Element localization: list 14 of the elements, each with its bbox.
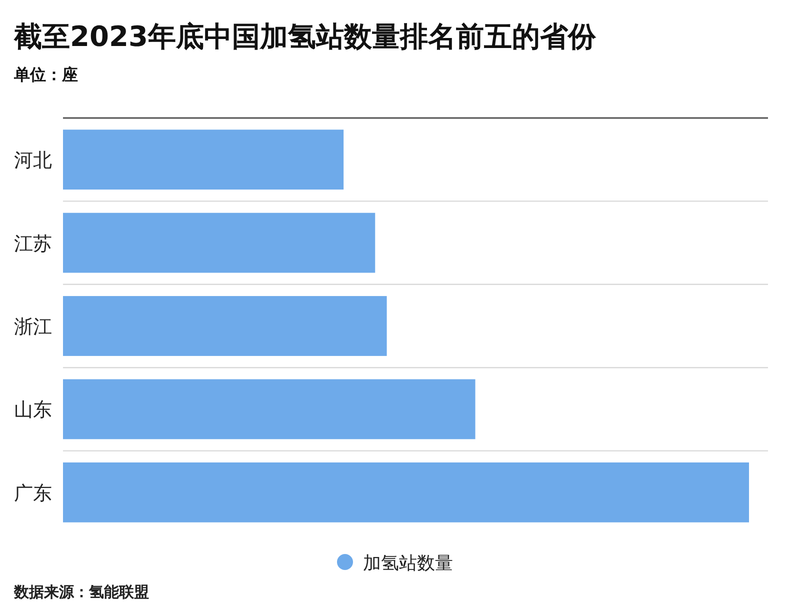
bar xyxy=(63,462,749,522)
bar xyxy=(63,130,344,190)
source-note: 数据来源：氢能联盟 xyxy=(13,583,149,601)
y-tick-label: 江苏 xyxy=(14,232,52,255)
chart-title: 截至2023年底中国加氢站数量排名前五的省份 xyxy=(13,20,597,53)
chart-subtitle: 单位：座 xyxy=(13,65,78,84)
bar xyxy=(63,379,476,440)
y-tick-label: 河北 xyxy=(14,150,52,172)
bar xyxy=(63,296,387,356)
y-tick-label: 山东 xyxy=(14,399,52,422)
y-tick-label: 浙江 xyxy=(14,316,52,338)
legend-label: 加氢站数量 xyxy=(363,553,453,574)
bar xyxy=(63,212,376,273)
y-tick-label: 广东 xyxy=(14,482,52,504)
